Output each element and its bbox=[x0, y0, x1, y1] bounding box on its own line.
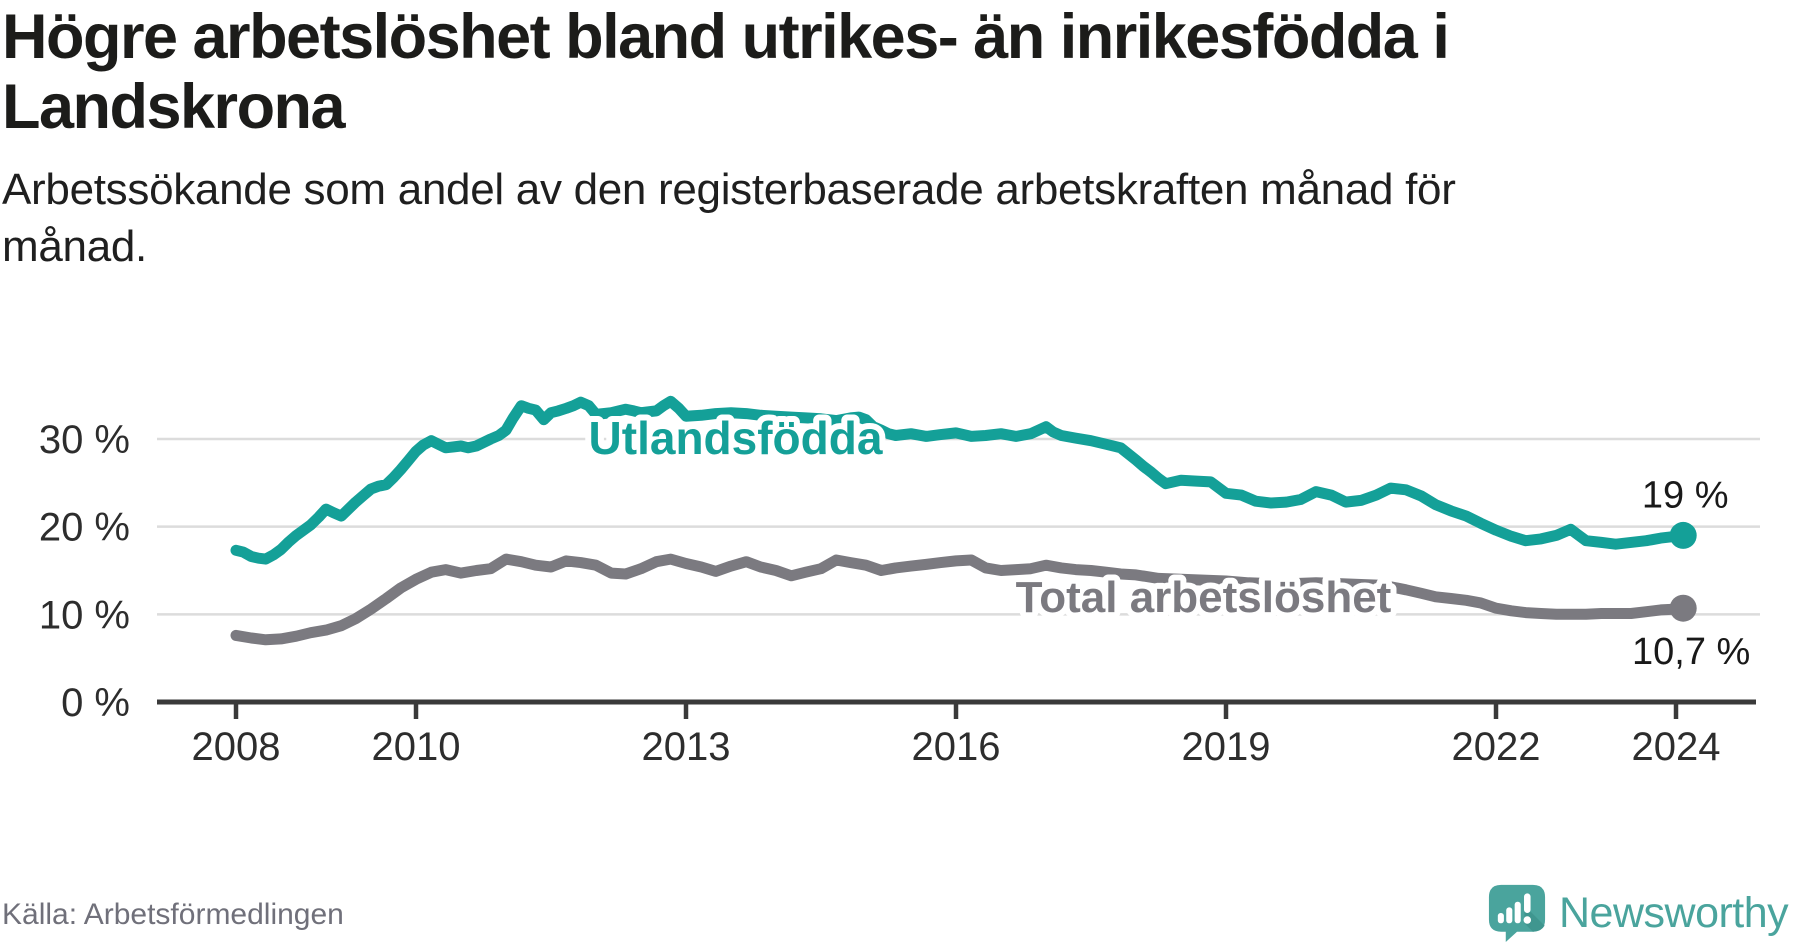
x-tick-label: 2010 bbox=[372, 725, 461, 769]
x-tick-label: 2024 bbox=[1632, 725, 1721, 769]
x-tick-label: 2016 bbox=[912, 725, 1001, 769]
x-tick-label: 2008 bbox=[192, 725, 281, 769]
y-tick-label: 30 % bbox=[39, 418, 130, 462]
newsworthy-logo-icon bbox=[1488, 884, 1546, 942]
x-tick-label: 2013 bbox=[642, 725, 731, 769]
y-tick-label: 20 % bbox=[39, 506, 130, 550]
series-end-dot bbox=[1669, 521, 1697, 549]
page-title-line2: Landskrona bbox=[2, 72, 346, 142]
series-label-utlandsfodda: Utlandsfödda bbox=[589, 412, 883, 464]
source-note: Källa: Arbetsförmedlingen bbox=[2, 898, 344, 931]
series-end-value: 19 % bbox=[1642, 474, 1729, 516]
y-tick-label: 0 % bbox=[61, 681, 130, 725]
x-tick-label: 2019 bbox=[1182, 725, 1271, 769]
page-title: Högre arbetslöshet bland utrikes- än inr… bbox=[2, 2, 1782, 142]
chart-subtitle-line1: Arbetssökande som andel av den registerb… bbox=[2, 165, 1456, 214]
series-end-value: 10,7 % bbox=[1632, 631, 1750, 673]
x-tick-label: 2022 bbox=[1452, 725, 1541, 769]
series-line-total bbox=[230, 553, 1689, 646]
series-line-utlandsfodda bbox=[230, 395, 1689, 565]
brand-logo: Newsworthy bbox=[1488, 884, 1789, 942]
series-end-dot bbox=[1669, 594, 1697, 622]
y-tick-label: 10 % bbox=[39, 593, 130, 637]
chart-subtitle-line2: månad. bbox=[2, 222, 147, 271]
brand-name: Newsworthy bbox=[1559, 889, 1789, 937]
page-title-line1: Högre arbetslöshet bland utrikes- än inr… bbox=[2, 2, 1450, 72]
series-label-total: Total arbetslöshet bbox=[1016, 573, 1392, 622]
chart-subtitle: Arbetssökande som andel av den registerb… bbox=[2, 161, 1762, 275]
